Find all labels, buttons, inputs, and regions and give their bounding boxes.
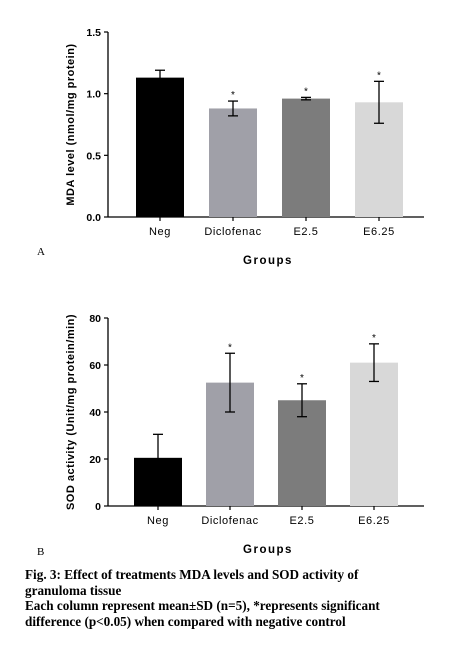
bar-diclofenac: [209, 108, 257, 217]
x-axis-title: Groups: [243, 255, 293, 267]
x-tick-label: E6.25: [358, 515, 390, 527]
y-tick-label: 0: [95, 501, 101, 513]
chart-mda: 0.0 0.5 1.0 1.5 Neg * Diclofenac * E2.5 * E6.25 Gro…: [37, 27, 424, 267]
y-tick-label: 80: [89, 313, 101, 325]
x-tick-label: Diclofenac: [201, 515, 258, 527]
caption-line-2: granuloma tissue: [25, 582, 122, 598]
significance-marker: *: [377, 70, 381, 81]
panel-letter: A: [37, 246, 45, 258]
bar-e2-5: [282, 98, 330, 217]
x-tick-label: Neg: [147, 515, 169, 527]
bar-e2-5: [278, 400, 326, 506]
caption-line-1: Fig. 3: Effect of treatments MDA levels …: [25, 567, 359, 582]
y-axis-title: SOD activity (Unit/mg protein/min): [65, 314, 77, 510]
bar-e6-25: [350, 362, 398, 506]
y-tick-label: 0.0: [86, 212, 101, 224]
x-tick-label: Neg: [149, 226, 171, 238]
x-tick-label: E2.5: [289, 515, 314, 527]
x-tick-label: E2.5: [293, 226, 318, 238]
x-tick-label: E6.25: [363, 226, 395, 238]
y-tick-label: 40: [89, 407, 101, 419]
y-tick-label: 60: [89, 360, 101, 372]
x-tick-label: Diclofenac: [204, 226, 261, 238]
significance-marker: *: [372, 333, 376, 344]
significance-marker: *: [231, 90, 235, 101]
y-tick-label: 1.0: [86, 89, 101, 101]
bar-neg: [136, 77, 184, 217]
y-tick-label: 1.5: [86, 27, 101, 39]
y-axis-title: MDA level (nmol/mg protein): [65, 43, 77, 205]
figure-caption: Fig. 3: Effect of treatments MDA levels …: [25, 567, 450, 629]
x-axis-title: Groups: [243, 544, 293, 556]
significance-marker: *: [300, 373, 304, 384]
y-tick-label: 0.5: [86, 150, 101, 162]
caption-line-3: Each column represent mean±SD (n=5), *re…: [25, 598, 380, 613]
caption-line-4: difference (p<0.05) when compared with n…: [25, 613, 346, 629]
figure: 0.0 0.5 1.0 1.5 Neg * Diclofenac * E2.5 * E6.25 Gro…: [37, 27, 424, 558]
significance-marker: *: [228, 342, 232, 353]
panel-letter: B: [37, 546, 44, 558]
significance-marker: *: [304, 86, 308, 97]
chart-sod: 0 20 40 60 80 Neg * Diclofenac * E2.5 * E6.25 Groups…: [37, 313, 424, 558]
y-tick-label: 20: [89, 454, 101, 466]
